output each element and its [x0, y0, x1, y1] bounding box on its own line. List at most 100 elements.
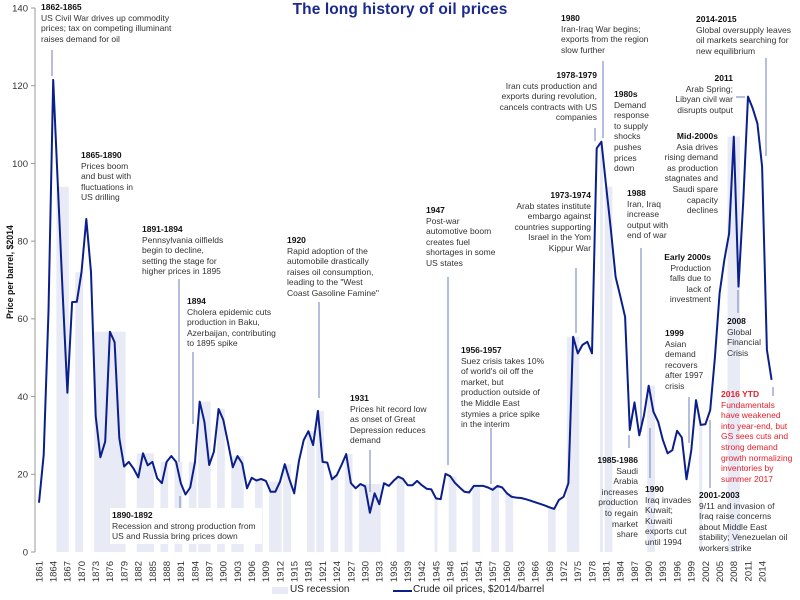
recession-band	[306, 431, 315, 552]
annotation-text: market, but	[461, 376, 504, 387]
x-tick-label: 1963	[516, 561, 527, 582]
annotation-title: 2001-2003	[699, 490, 740, 500]
annotation-text: about Middle East	[699, 521, 768, 532]
annotation-text: shocks	[614, 131, 641, 142]
annotation-2008: 2008 Global Financial Crisis	[727, 316, 761, 358]
legend-recession-label: US recession	[290, 584, 350, 595]
annotation-text: workers strike	[699, 542, 752, 553]
x-tick-label: 1891	[176, 561, 187, 582]
recession-band	[174, 461, 183, 552]
recession-band	[283, 464, 292, 552]
annotation-text: Rapid adoption of the	[287, 245, 368, 256]
annotation-text: shortages in some	[426, 247, 496, 258]
annotation-text: demand	[665, 349, 696, 360]
legend-recession-swatch	[272, 587, 288, 594]
annotation-title: 1891-1894	[142, 224, 183, 234]
x-tick-label: 1879	[119, 561, 130, 582]
x-tick-label: 1942	[417, 561, 428, 582]
annotation-text: fluctuations in	[81, 181, 133, 192]
x-tick-label: 1951	[460, 561, 471, 582]
annotation-1988: 1988 Iran, Iraq increase output with end of …	[627, 188, 668, 241]
annotation-text: demand	[350, 435, 381, 446]
annotation-text: inventories by	[721, 463, 774, 474]
x-tick-label: 1993	[658, 561, 669, 582]
x-tick-label: 1975	[573, 561, 584, 582]
annotation-1890-1892: 1890-1892 Recession and strong production…	[110, 508, 262, 544]
x-tick-label: 1987	[630, 561, 641, 582]
annotation-mid-2000s: Mid-2000s Asia drives rising demand as prod…	[665, 131, 718, 216]
annotation-text: investment	[669, 294, 711, 305]
x-tick-label: 1867	[63, 561, 74, 582]
annotation-title: 2011	[714, 73, 733, 83]
x-tick-label: 1882	[134, 561, 145, 582]
annotation-text: increases	[601, 486, 638, 497]
y-tick-label: 40	[17, 392, 28, 403]
annotation-text: stability; Venezuelan oil	[699, 532, 788, 543]
annotation-text: Demand	[614, 99, 647, 110]
annotation-title: 1990	[645, 484, 664, 494]
annotation-text: rising demand	[664, 152, 718, 163]
y-axis: 0 20 40 60 80 100 120 140	[12, 3, 36, 558]
annotation-title: Mid-2000s	[676, 131, 718, 141]
x-tick-label: 1930	[360, 561, 371, 582]
annotation-text: creates fuel	[426, 236, 470, 247]
annotation-text: production	[598, 497, 638, 508]
recession-band	[160, 461, 169, 552]
annotation-title: 2008	[727, 316, 746, 326]
annotation-text: Israel in the Yom	[528, 232, 591, 243]
annotation-1999: 1999 Asian demand recovers after 1997 crisis	[665, 328, 703, 392]
legend: US recession Crude oil prices, $2014/bar…	[0, 584, 800, 598]
annotation-text: growth normalizing	[721, 452, 793, 463]
annotation-text: Prices hit record low	[350, 403, 427, 414]
annotation-text: lack of	[686, 283, 711, 294]
annotation-text: output with	[627, 219, 669, 230]
annotation-text: Arab Spring;	[685, 83, 733, 94]
x-tick-label: 1912	[275, 561, 286, 582]
annotation-2001-2003: 2001-2003 9/11 and invasion of Iraq raise …	[699, 490, 787, 554]
annotation-text: have weakened	[721, 410, 781, 421]
annotation-text: Asia drives	[676, 141, 718, 152]
recession-band	[396, 476, 405, 552]
x-tick-label: 1909	[261, 561, 272, 582]
recession-band	[330, 475, 339, 552]
x-tick-label: 1918	[304, 561, 315, 582]
annotation-text: Depression reduces	[350, 424, 426, 435]
recession-band	[547, 507, 556, 552]
annotation-text: summer 2017	[721, 473, 773, 484]
annotation-text: into year-end, but	[721, 420, 788, 431]
annotation-text: companies	[555, 112, 597, 123]
annotation-text: Cholera epidemic cuts	[187, 306, 272, 317]
recession-band	[188, 461, 197, 552]
annotation-early-2000s: Early 2000s Production falls due to lack of…	[664, 252, 711, 305]
annotation-text: production in Baku,	[187, 317, 260, 328]
x-tick-label: 1945	[431, 561, 442, 582]
x-tick-label: 1936	[389, 561, 400, 582]
annotation-text: down	[614, 163, 635, 174]
annotation-text: Crisis	[727, 347, 749, 358]
recession-band	[505, 493, 514, 552]
legend-price-line-swatch	[393, 590, 412, 592]
annotation-text: Prices boom	[81, 160, 129, 171]
annotation-text: stagnates and	[664, 173, 718, 184]
annotation-text: begin to decline,	[142, 245, 204, 256]
price-series-line	[38, 78, 773, 514]
annotation-text: recovers	[665, 359, 698, 370]
x-tick-label: 1948	[446, 561, 457, 582]
annotation-text: embargo against	[527, 211, 591, 222]
annotation-1956-1957: 1956-1957 Suez crisis takes 10% of world's…	[461, 345, 544, 430]
x-tick-label: 2014	[757, 561, 768, 582]
annotation-title: 1890-1892	[112, 510, 153, 520]
annotation-text: raises oil consumption,	[287, 266, 374, 277]
x-tick-label: 2005	[715, 561, 726, 582]
annotation-text: end of war	[627, 230, 667, 241]
recession-band	[448, 476, 457, 552]
annotation-1947: 1947 Post-war automotive boom creates fuel s…	[426, 205, 495, 269]
annotation-title: 1985-1986	[597, 455, 638, 465]
annotation-text: prices	[614, 152, 637, 163]
recession-band	[604, 186, 613, 552]
x-tick-label: 1969	[545, 561, 556, 582]
annotation-text: Coast Gasoline Famine"	[287, 287, 379, 298]
x-tick-label: 1864	[49, 561, 60, 582]
annotation-text: and bust with	[81, 171, 132, 182]
annotation-text: Iran-Iraq War begins;	[561, 23, 641, 34]
